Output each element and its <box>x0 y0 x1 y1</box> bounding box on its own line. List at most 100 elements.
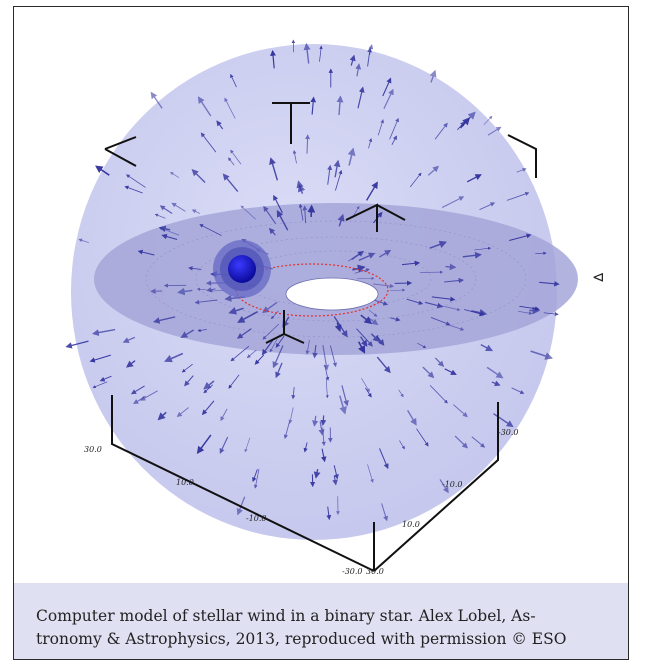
wind-arrow <box>209 289 225 293</box>
wind-arrow <box>92 381 108 389</box>
wind-arrow <box>152 316 176 324</box>
wind-arrow <box>409 172 422 188</box>
wind-arrow <box>322 345 330 371</box>
wind-arrow <box>196 287 207 291</box>
wind-arrow <box>253 468 260 489</box>
wind-arrow <box>181 363 193 373</box>
wind-arrow <box>352 264 366 273</box>
wind-arrow <box>89 354 111 363</box>
wind-arrow <box>291 387 296 400</box>
wind-arrow <box>197 96 212 117</box>
wind-arrow <box>150 91 163 109</box>
disk-ring-1 <box>145 220 527 338</box>
wind-arrow <box>254 354 265 365</box>
wind-arrow <box>376 356 391 374</box>
wind-arrow <box>199 224 222 236</box>
wind-arrow <box>427 165 440 176</box>
wind-arrow <box>196 434 212 455</box>
wind-arrow <box>270 49 277 69</box>
wind-arrow <box>370 333 381 343</box>
wind-arrow <box>376 336 385 346</box>
wind-arrow <box>439 479 449 494</box>
wind-arrow <box>222 173 239 193</box>
wind-arrow <box>201 400 215 416</box>
axis-glyph-center <box>265 310 305 344</box>
wind-arrow <box>283 421 290 440</box>
wind-arrow <box>441 196 465 208</box>
wind-arrow <box>445 263 457 271</box>
wind-arrow <box>509 233 532 241</box>
figure-frame: 30.0 10.0 -10.0 -30.0 30.0 10.0 -10.0 -3… <box>13 6 629 660</box>
wind-arrow <box>511 387 525 394</box>
wind-arrow <box>429 240 448 249</box>
wind-arrow <box>335 169 343 191</box>
wind-arrow <box>339 395 347 415</box>
wind-arrow <box>337 213 345 227</box>
wind-arrow <box>125 360 136 368</box>
wind-arrow <box>358 341 366 354</box>
wind-arrow <box>303 42 311 64</box>
wind-arrow <box>236 328 252 339</box>
wind-arrow <box>298 203 304 221</box>
wind-arrow <box>416 428 429 447</box>
wind-arrow <box>220 408 228 422</box>
wind-arrow <box>184 375 194 387</box>
wind-arrow <box>398 389 404 398</box>
wind-arrow <box>65 340 89 349</box>
wind-arrow <box>320 448 327 463</box>
wind-arrow <box>191 169 206 183</box>
wind-arrow <box>296 180 304 192</box>
wind-arrow <box>137 249 155 256</box>
caption-box: Computer model of stellar wind in a bina… <box>14 583 628 659</box>
wind-arrow <box>230 149 242 165</box>
wind-arrow <box>133 395 146 405</box>
wind-arrow <box>462 251 482 259</box>
wind-arrow <box>357 86 365 109</box>
tick-label: 10.0 <box>402 520 420 529</box>
wind-arrow <box>486 366 504 379</box>
wind-arrow <box>228 307 244 315</box>
wind-arrow <box>161 233 178 241</box>
wind-arrow <box>203 384 213 394</box>
wind-arrow <box>194 299 218 305</box>
wind-arrows <box>65 39 560 522</box>
bounding-box-edges <box>111 395 499 572</box>
wind-arrow <box>305 339 310 355</box>
wind-arrow <box>312 415 319 427</box>
wind-arrow <box>130 385 145 395</box>
wind-arrow <box>457 121 466 131</box>
wind-arrow <box>170 172 180 178</box>
wind-arrow <box>269 157 279 181</box>
wind-arrow <box>444 368 457 375</box>
wind-arrow <box>358 252 376 262</box>
wind-arrow <box>240 205 256 220</box>
disk-ring-2 <box>195 236 477 322</box>
wind-arrow <box>333 159 341 178</box>
wind-arrow <box>263 205 277 225</box>
wind-arrow <box>276 209 289 231</box>
wind-arrow <box>539 281 560 287</box>
wind-arrow <box>188 266 202 271</box>
wind-arrow <box>325 378 329 399</box>
wind-arrow <box>320 415 327 426</box>
wind-arrow <box>275 335 285 348</box>
tick-label: -30.0 <box>342 567 363 576</box>
corner-axes <box>104 102 537 344</box>
tick-label: -10.0 <box>442 480 463 489</box>
wind-arrow <box>543 312 559 316</box>
wind-arrow <box>453 404 468 418</box>
wind-arrow <box>349 54 356 66</box>
wind-arrow <box>519 305 540 312</box>
wind-arrow <box>224 97 236 119</box>
wind-arrow <box>347 251 363 262</box>
wind-arrow <box>389 317 401 322</box>
wind-arrow <box>434 122 448 140</box>
wind-arrow <box>368 137 373 149</box>
wind-arrow <box>125 174 146 188</box>
wind-arrow <box>446 323 465 331</box>
wind-arrow <box>518 310 533 315</box>
wind-arrow <box>197 328 207 332</box>
wind-arrow <box>361 377 370 393</box>
wind-arrow <box>252 469 258 483</box>
wind-arrow <box>382 77 392 97</box>
